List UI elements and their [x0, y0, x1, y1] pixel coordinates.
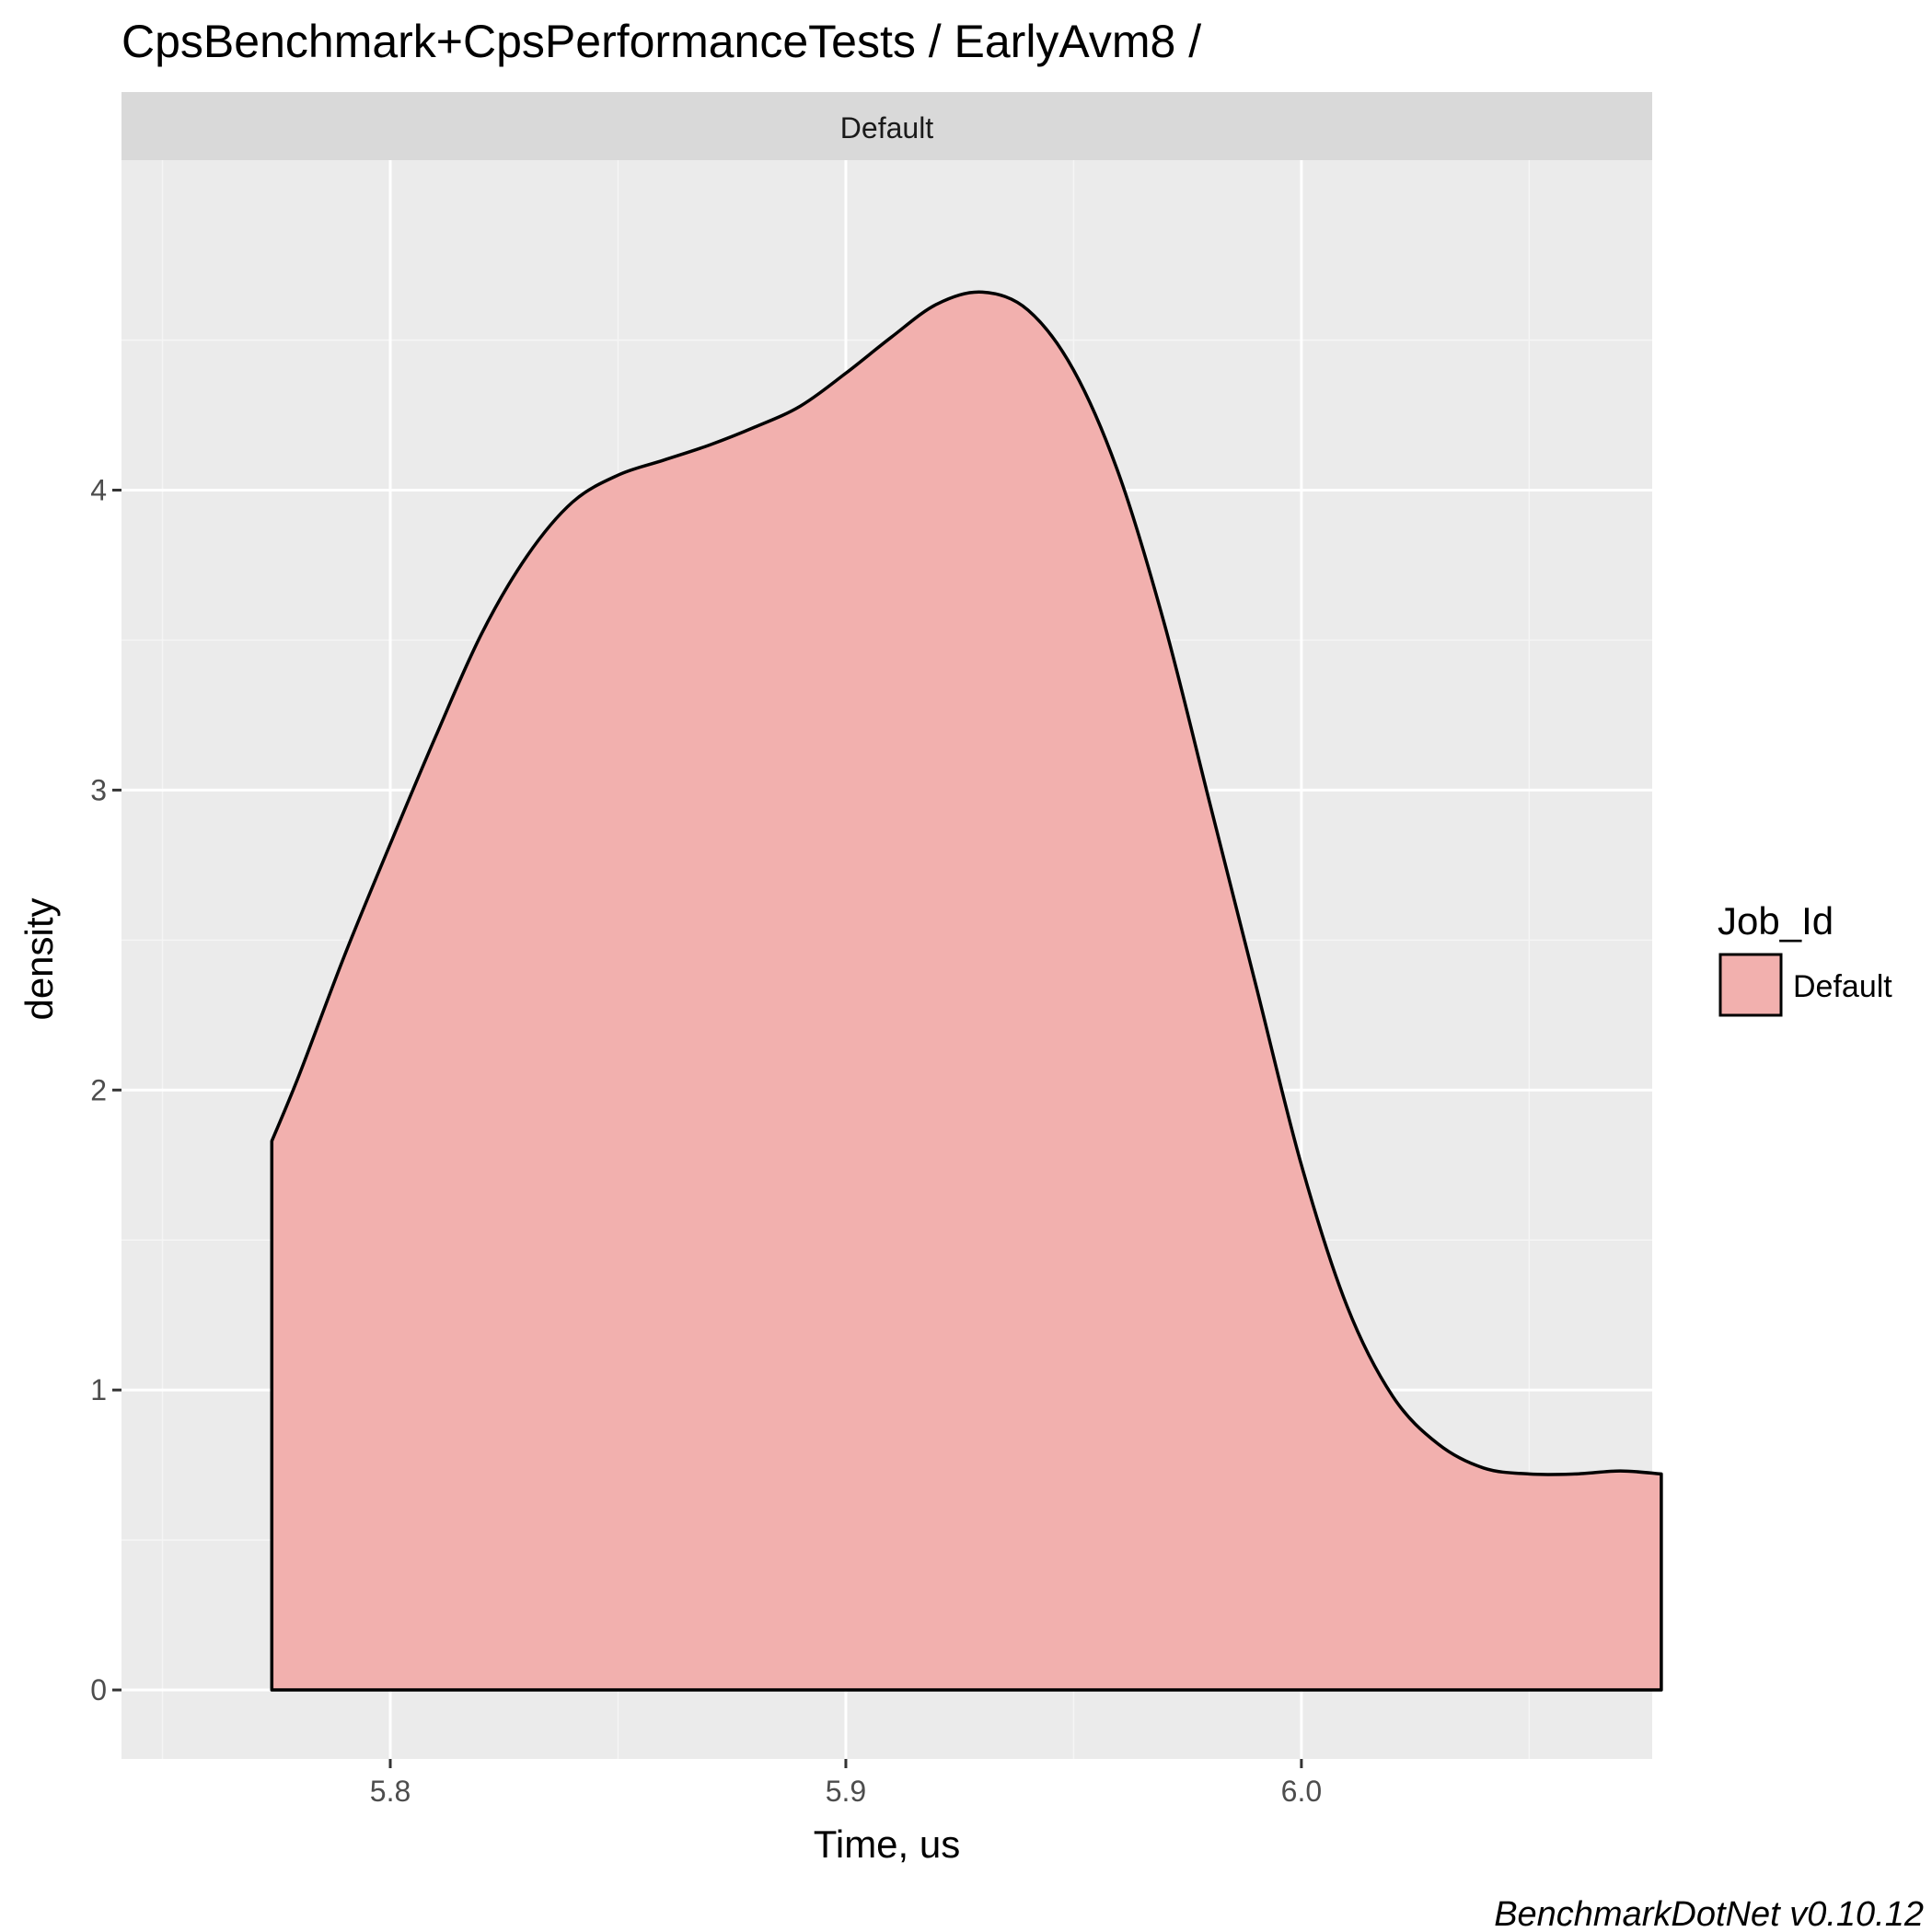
y-tick-label: 2	[90, 1073, 107, 1106]
x-tick-label: 5.9	[826, 1775, 866, 1808]
legend-label-default: Default	[1793, 969, 1892, 1004]
legend: Job_Id Default	[1718, 899, 1892, 1017]
x-axis-title: Time, us	[814, 1822, 960, 1866]
y-tick-label: 3	[90, 773, 107, 806]
y-tick-label: 4	[90, 473, 107, 506]
caption: BenchmarkDotNet v0.10.12	[1494, 1895, 1924, 1932]
y-tick-label: 1	[90, 1373, 107, 1406]
x-tick-label: 5.8	[370, 1775, 411, 1808]
x-axis: 5.8 5.9 6.0	[370, 1759, 1322, 1808]
legend-key-default	[1718, 953, 1783, 1017]
chart-title: CpsBenchmark+CpsPerformanceTests / Early…	[121, 16, 1201, 67]
x-tick-label: 6.0	[1281, 1775, 1322, 1808]
y-axis: 0 1 2 3 4	[90, 473, 121, 1706]
y-tick-label: 0	[90, 1673, 107, 1706]
density-area-default	[270, 290, 1663, 1692]
facet-strip	[121, 92, 1652, 160]
legend-title: Job_Id	[1718, 899, 1834, 943]
facet-strip-label: Default	[840, 111, 934, 145]
y-axis-title: density	[17, 897, 61, 1020]
